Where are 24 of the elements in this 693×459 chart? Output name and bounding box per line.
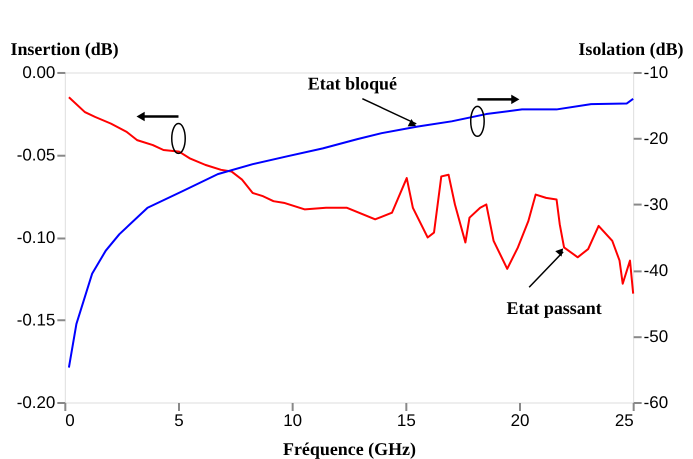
x-tick-label: 0 (65, 410, 75, 430)
line-series (68, 96, 634, 295)
y-axis-title: Insertion (dB) (10, 39, 119, 60)
line-series (68, 98, 634, 369)
x-tick-label: 20 (510, 410, 530, 430)
y2-tick-label: -20 (644, 128, 668, 148)
y-tick-label: -0.10 (16, 228, 56, 247)
y-tick-label: 0.00 (22, 62, 56, 82)
y-tick-label: -0.20 (16, 392, 56, 412)
y2-tick-label: -50 (644, 326, 668, 346)
x-tick-label: 15 (396, 410, 416, 430)
y2-tick-label: -40 (644, 260, 668, 280)
series-label: Etat passant (506, 298, 602, 318)
x-tick-label: 10 (283, 410, 302, 430)
x-axis-title: Fréquence (GHz) (282, 438, 416, 459)
text: Etat bloqué (308, 74, 398, 94)
y2-tick-label: -30 (644, 194, 668, 214)
y2-tick-label: -10 (644, 62, 668, 82)
y2-tick-label: -60 (644, 392, 668, 412)
y-tick-label: -0.15 (16, 310, 56, 330)
x-tick-label: 25 (614, 410, 634, 430)
x-tick-label: 5 (174, 410, 184, 430)
y-tick-label: -0.05 (16, 145, 56, 164)
y2-axis-title: Isolation (dB) (578, 39, 684, 60)
